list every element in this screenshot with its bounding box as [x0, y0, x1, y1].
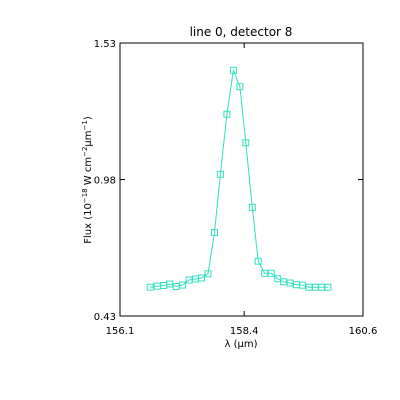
data-point-marker [229, 66, 237, 74]
x-axis-label: λ (µm) [224, 339, 257, 350]
axis-ticks [119, 42, 364, 317]
x-tick-label: 158.4 [230, 326, 259, 337]
data-point-marker [204, 270, 212, 278]
data-point-marker [179, 281, 187, 289]
data-point-marker [216, 170, 224, 178]
data-point-marker [223, 110, 231, 118]
data-point-marker [146, 283, 154, 291]
y-tick-label: 0.43 [94, 312, 116, 323]
data-point-marker [267, 269, 275, 277]
data-point-marker [211, 229, 218, 237]
data-point-marker [254, 257, 262, 265]
y-tick-label: 1.53 [94, 39, 116, 50]
chart-title: line 0, detector 8 [190, 25, 293, 39]
data-point-marker [242, 139, 250, 147]
x-tick-label: 156.1 [106, 326, 135, 337]
x-tick-label: 160.6 [349, 326, 378, 337]
y-axis-label: Flux (10−18 W cm−2µm−1) [81, 116, 94, 244]
data-point-marker [248, 203, 256, 211]
series-group [146, 66, 332, 291]
data-point-marker [198, 274, 205, 282]
y-tick-label: 0.98 [94, 176, 116, 187]
data-point-marker [236, 83, 244, 91]
data-point-marker [324, 283, 332, 291]
axis-tick-labels: 156.1 158.4 160.6 0.43 0.98 1.53 [94, 39, 378, 337]
series-line [150, 68, 328, 288]
